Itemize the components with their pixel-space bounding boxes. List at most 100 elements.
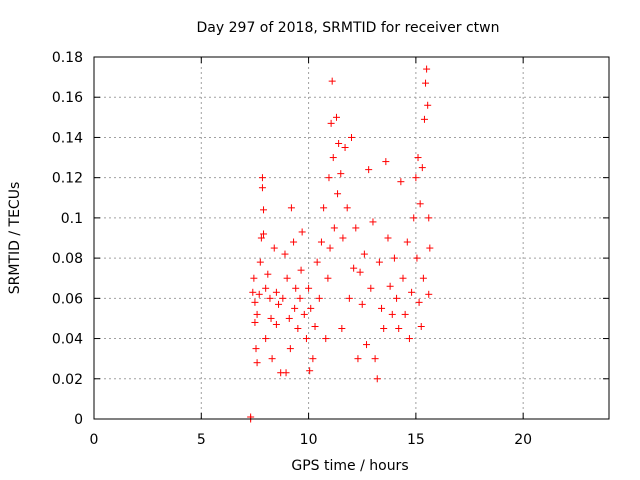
data-point (382, 158, 390, 166)
data-point (313, 258, 321, 266)
data-point (287, 204, 295, 212)
data-point (286, 345, 294, 353)
plot-frame (93, 56, 610, 420)
data-point (343, 204, 351, 212)
y-tick-label: 0.02 (52, 372, 83, 388)
data-point (326, 244, 334, 252)
data-point (360, 250, 368, 258)
data-point (419, 274, 427, 282)
data-point (315, 294, 323, 302)
data-point (367, 284, 375, 292)
data-point (272, 288, 280, 296)
data-point (397, 178, 405, 186)
data-point (324, 274, 332, 282)
data-point (251, 318, 259, 326)
data-point (252, 345, 260, 353)
data-point (425, 214, 433, 222)
data-point (338, 325, 346, 332)
data-point (393, 294, 401, 302)
data-point (290, 238, 298, 246)
x-tick-label: 0 (90, 432, 99, 448)
x-tick-label: 10 (300, 432, 318, 448)
data-point (317, 238, 325, 246)
x-axis-label: GPS time / hours (291, 458, 408, 474)
data-point (414, 154, 422, 162)
data-point (401, 310, 409, 318)
data-point (417, 322, 425, 330)
data-point (356, 268, 364, 276)
data-point (306, 367, 314, 375)
data-point (369, 218, 377, 226)
x-tick-label: 20 (514, 432, 532, 448)
data-point (256, 258, 264, 266)
data-point (268, 355, 276, 363)
data-point (378, 304, 386, 312)
data-point (266, 294, 274, 302)
data-point (358, 300, 366, 308)
data-point (292, 284, 300, 292)
data-point (264, 270, 272, 278)
data-point (415, 298, 423, 306)
x-tick-label: 5 (197, 432, 206, 448)
data-point (309, 355, 317, 363)
data-point (335, 139, 343, 147)
data-point (249, 288, 257, 296)
data-point (300, 310, 308, 318)
data-point (413, 254, 421, 262)
data-point (399, 274, 407, 282)
y-tick-label: 0.06 (52, 291, 83, 307)
data-point (403, 238, 411, 246)
data-point (260, 230, 268, 238)
data-point (373, 375, 381, 383)
data-point (422, 79, 430, 87)
data-point (270, 244, 278, 252)
data-point (352, 224, 360, 232)
data-point (416, 200, 424, 208)
data-point (260, 206, 268, 214)
data-point (291, 304, 299, 312)
data-point (424, 101, 432, 109)
data-point (408, 288, 416, 296)
data-point (390, 254, 398, 262)
data-point (425, 290, 433, 298)
data-point (255, 290, 263, 298)
data-point (426, 244, 434, 252)
data-point (405, 335, 413, 343)
data-point (250, 274, 258, 282)
data-point (275, 300, 283, 308)
data-point (253, 359, 261, 367)
data-point (262, 284, 270, 292)
data-point (375, 258, 383, 266)
data-point (258, 184, 266, 192)
data-point (334, 190, 342, 198)
data-point (279, 294, 287, 302)
data-point (350, 264, 358, 272)
data-point (380, 325, 388, 332)
data-point (384, 234, 392, 242)
data-point (294, 325, 302, 332)
data-point (285, 314, 293, 322)
x-tick-label: 15 (407, 432, 425, 448)
data-point (410, 214, 418, 222)
chart-title: Day 297 of 2018, SRMTID for receiver ctw… (197, 20, 500, 36)
data-point (253, 310, 261, 318)
data-point (337, 170, 345, 178)
data-point (329, 154, 337, 162)
data-point (363, 341, 371, 349)
data-point (327, 119, 335, 127)
data-point (311, 322, 319, 330)
data-point (322, 335, 330, 343)
y-tick-label: 0.16 (52, 90, 83, 106)
data-point (339, 234, 347, 242)
data-point (305, 284, 313, 292)
data-point (325, 174, 333, 182)
y-tick-label: 0.18 (52, 50, 83, 66)
y-tick-labels: 0 0.02 0.04 0.06 0.08 0.1 0.12 0.14 0.16 0.18 (52, 50, 83, 428)
y-tick-label: 0.04 (52, 332, 83, 348)
data-point (341, 144, 349, 151)
data-point (348, 133, 355, 141)
data-point (282, 369, 290, 377)
x-tick-labels: 0 5 10 15 20 (90, 432, 533, 448)
data-point (262, 335, 270, 343)
